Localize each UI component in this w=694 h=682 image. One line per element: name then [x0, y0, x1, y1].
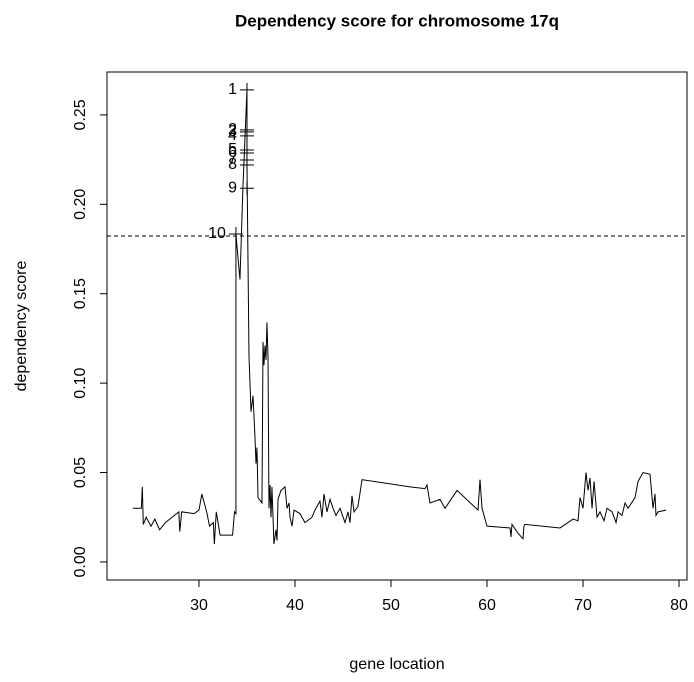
y-tick-label: 0.15 — [72, 278, 89, 309]
gene-label: 5 — [228, 141, 237, 158]
data-line — [132, 89, 667, 545]
x-tick-label: 70 — [574, 597, 592, 614]
x-tick-label: 40 — [286, 597, 304, 614]
gene-marker — [239, 181, 254, 196]
y-tick-label: 0.25 — [72, 99, 89, 130]
gene-label: 1 — [228, 81, 237, 98]
gene-label: 4 — [228, 127, 237, 144]
gene-label: 9 — [228, 179, 237, 196]
plot-frame — [106, 71, 688, 581]
y-tick-label: 0.05 — [72, 457, 89, 488]
gene-label: 2 — [228, 121, 237, 138]
gene-label: 3 — [228, 123, 237, 140]
gene-label: 8 — [228, 156, 237, 173]
gene-marker — [239, 82, 254, 97]
gene-marker — [228, 227, 243, 242]
gene-label: 6 — [228, 144, 237, 161]
chart-title: Dependency score for chromosome 17q — [235, 11, 559, 30]
y-tick-label: 0.00 — [72, 546, 89, 577]
gene-label: 7 — [228, 151, 237, 168]
y-tick-label: 0.20 — [72, 189, 89, 220]
y-tick-label: 0.10 — [72, 367, 89, 398]
x-tick-label: 60 — [478, 597, 496, 614]
x-tick-label: 30 — [190, 597, 208, 614]
x-tick-label: 80 — [670, 597, 688, 614]
gene-marker — [239, 157, 254, 172]
x-axis-label: gene location — [349, 656, 444, 673]
gene-marker — [239, 128, 254, 143]
y-axis-label: dependency score — [13, 261, 30, 392]
x-tick-label: 50 — [382, 597, 400, 614]
gene-label: 10 — [208, 225, 226, 242]
